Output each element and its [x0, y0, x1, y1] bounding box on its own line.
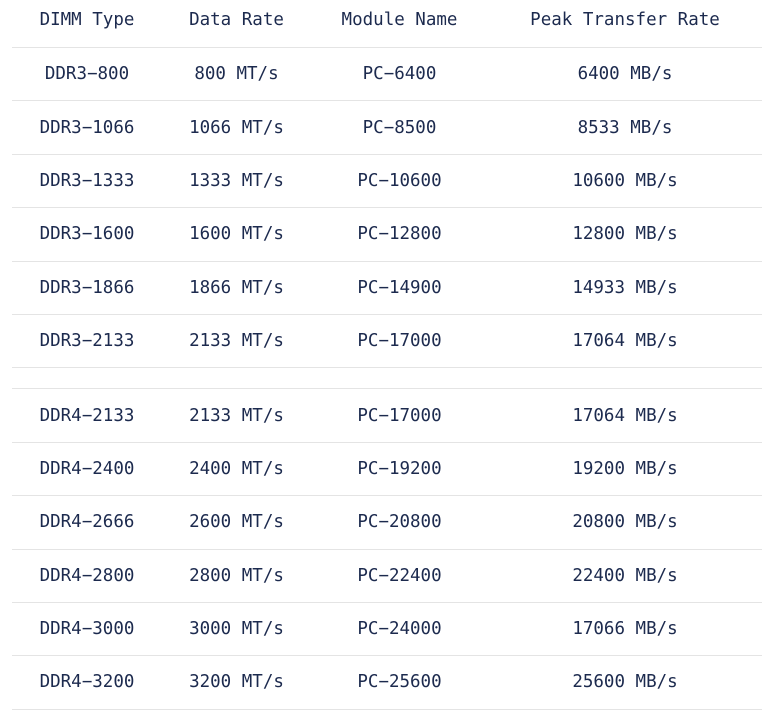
- cell-dimm-type: DDR3−2133: [39, 331, 135, 352]
- cell-peak-transfer-rate: 22400 MB/s: [572, 565, 678, 586]
- cell-dimm-type: DDR4−2800: [39, 565, 135, 586]
- cell-peak-transfer-rate: 17064 MB/s: [572, 331, 678, 352]
- cell-data-rate: 1866 MT/s: [189, 277, 284, 298]
- cell-dimm-type: DDR3−1600: [39, 224, 135, 245]
- cell-dimm-type: DDR3−1066: [39, 117, 135, 138]
- header-peak-transfer-rate: Peak Transfer Rate: [530, 9, 720, 30]
- cell-data-rate: 1333 MT/s: [189, 170, 284, 191]
- table-row: DDR3−1066 1066 MT/s PC−8500 8533 MB/s: [12, 101, 762, 155]
- cell-data-rate: 2600 MT/s: [189, 512, 284, 533]
- dimm-table: DIMM Type Data Rate Module Name Peak Tra…: [12, 0, 762, 710]
- cell-peak-transfer-rate: 12800 MB/s: [572, 224, 678, 245]
- header-dimm-type: DIMM Type: [39, 9, 135, 30]
- table-row: DDR3−1866 1866 MT/s PC−14900 14933 MB/s: [12, 262, 762, 315]
- cell-dimm-type: DDR3−800: [44, 64, 130, 85]
- cell-dimm-type: DDR3−1333: [39, 170, 135, 191]
- table-row: DDR3−1333 1333 MT/s PC−10600 10600 MB/s: [12, 155, 762, 209]
- table-row: DDR3−2133 2133 MT/s PC−17000 17064 MB/s: [12, 315, 762, 369]
- cell-data-rate: 2133 MT/s: [189, 331, 284, 352]
- cell-module-name: PC−6400: [362, 64, 437, 85]
- table-row: DDR4−2800 2800 MT/s PC−22400 22400 MB/s: [12, 550, 762, 603]
- cell-data-rate: 800 MT/s: [194, 64, 279, 85]
- cell-dimm-type: DDR4−2666: [39, 512, 135, 533]
- cell-peak-transfer-rate: 17066 MB/s: [572, 619, 678, 640]
- table-row: DDR3−1600 1600 MT/s PC−12800 12800 MB/s: [12, 208, 762, 262]
- cell-dimm-type: DDR3−1866: [39, 277, 135, 298]
- cell-peak-transfer-rate: 25600 MB/s: [572, 672, 678, 693]
- cell-dimm-type: DDR4−3000: [39, 619, 135, 640]
- cell-data-rate: 3000 MT/s: [189, 619, 284, 640]
- cell-peak-transfer-rate: 6400 MB/s: [577, 64, 673, 85]
- table-row: DDR4−2666 2600 MT/s PC−20800 20800 MB/s: [12, 496, 762, 550]
- cell-data-rate: 2800 MT/s: [189, 565, 284, 586]
- cell-peak-transfer-rate: 14933 MB/s: [572, 277, 678, 298]
- cell-module-name: PC−8500: [362, 117, 437, 138]
- section-spacer-row: [12, 368, 762, 390]
- cell-data-rate: 2400 MT/s: [189, 458, 284, 479]
- cell-module-name: PC−10600: [357, 170, 442, 191]
- header-module-name: Module Name: [341, 9, 458, 30]
- cell-module-name: PC−20800: [357, 512, 442, 533]
- cell-module-name: PC−24000: [357, 619, 442, 640]
- cell-data-rate: 1600 MT/s: [189, 224, 284, 245]
- cell-module-name: PC−17000: [357, 405, 442, 426]
- cell-module-name: PC−14900: [357, 277, 442, 298]
- table-row: DDR4−2133 2133 MT/s PC−17000 17064 MB/s: [12, 389, 762, 443]
- cell-module-name: PC−12800: [357, 224, 442, 245]
- cell-peak-transfer-rate: 8533 MB/s: [577, 117, 673, 138]
- cell-module-name: PC−19200: [357, 458, 442, 479]
- table-row: DDR4−3000 3000 MT/s PC−24000 17066 MB/s: [12, 603, 762, 657]
- cell-module-name: PC−25600: [357, 672, 442, 693]
- cell-dimm-type: DDR4−2133: [39, 405, 135, 426]
- table-row: DDR4−2400 2400 MT/s PC−19200 19200 MB/s: [12, 443, 762, 497]
- cell-data-rate: 1066 MT/s: [189, 117, 284, 138]
- cell-data-rate: 2133 MT/s: [189, 405, 284, 426]
- cell-module-name: PC−22400: [357, 565, 442, 586]
- header-data-rate: Data Rate: [189, 9, 284, 30]
- cell-module-name: PC−17000: [357, 331, 442, 352]
- table-header-row: DIMM Type Data Rate Module Name Peak Tra…: [12, 0, 762, 48]
- cell-dimm-type: DDR4−3200: [39, 672, 135, 693]
- cell-peak-transfer-rate: 17064 MB/s: [572, 405, 678, 426]
- cell-peak-transfer-rate: 20800 MB/s: [572, 512, 678, 533]
- cell-peak-transfer-rate: 19200 MB/s: [572, 458, 678, 479]
- table-row: DDR3−800 800 MT/s PC−6400 6400 MB/s: [12, 48, 762, 102]
- cell-dimm-type: DDR4−2400: [39, 458, 135, 479]
- cell-data-rate: 3200 MT/s: [189, 672, 284, 693]
- table-row: DDR4−3200 3200 MT/s PC−25600 25600 MB/s: [12, 656, 762, 710]
- cell-peak-transfer-rate: 10600 MB/s: [572, 170, 678, 191]
